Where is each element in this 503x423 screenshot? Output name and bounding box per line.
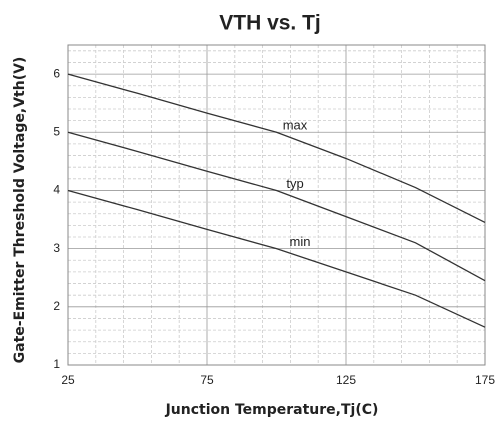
y-tick-label: 5	[53, 124, 60, 138]
y-axis-title: Gate-Emitter Threshold Voltage,Vth(V)	[12, 57, 28, 364]
line	[67, 189, 486, 328]
series-label: min	[290, 234, 311, 249]
y-tick-label: 1	[53, 357, 60, 371]
line	[67, 131, 486, 282]
y-tick-label: 6	[53, 66, 60, 80]
y-tick-label: 4	[53, 183, 60, 197]
y-tick-label: 2	[53, 299, 60, 313]
y-tick-label: 3	[53, 241, 60, 255]
x-axis-title: Junction Temperature,Tj(C)	[165, 402, 379, 418]
line	[67, 73, 486, 224]
series-label: max	[283, 118, 308, 133]
x-tick-label: 125	[336, 373, 356, 387]
x-tick-label: 25	[61, 373, 75, 387]
x-tick-label: 75	[200, 373, 214, 387]
x-tick-label: 175	[475, 373, 495, 387]
chart-title: VTH vs. Tj	[219, 12, 321, 35]
plot-frame	[67, 44, 486, 366]
series-label: typ	[286, 176, 303, 191]
